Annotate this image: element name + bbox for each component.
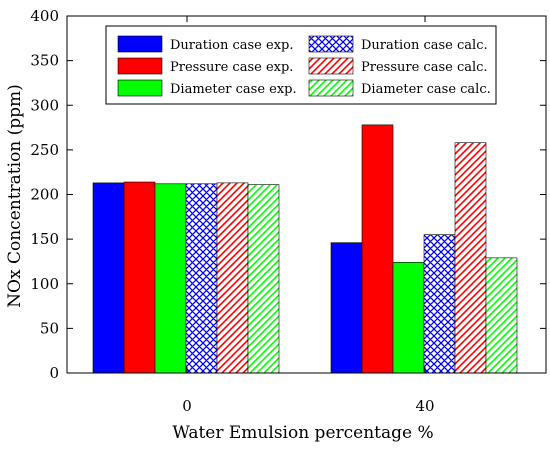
y-tick-label: 400 xyxy=(30,7,59,25)
legend-label: Pressure case calc. xyxy=(361,60,488,75)
legend-label: Pressure case exp. xyxy=(170,60,293,75)
bar xyxy=(454,142,487,374)
y-tick-label: 50 xyxy=(40,319,59,337)
legend-swatch xyxy=(117,35,163,53)
bar xyxy=(247,184,280,374)
y-tick-label: 350 xyxy=(30,52,59,70)
legend-label: Duration case exp. xyxy=(170,38,293,53)
bar xyxy=(423,234,456,374)
legend-label: Diameter case exp. xyxy=(170,82,297,97)
legend-swatch xyxy=(308,79,354,97)
bar xyxy=(216,182,249,374)
y-tick-label: 150 xyxy=(30,230,59,248)
legend-swatch xyxy=(308,35,354,53)
y-tick-label: 0 xyxy=(49,364,59,382)
bar xyxy=(92,182,125,374)
x-tick-label: 0 xyxy=(182,397,192,415)
y-tick-label: 100 xyxy=(30,275,59,293)
bar xyxy=(185,183,218,374)
bar xyxy=(392,262,425,374)
x-axis-ticks: 0 40 xyxy=(182,16,435,415)
y-tick-label: 200 xyxy=(30,186,59,204)
bar xyxy=(123,181,156,374)
x-tick-label: 40 xyxy=(415,397,434,415)
y-tick-label: 250 xyxy=(30,141,59,159)
legend-label: Diameter case calc. xyxy=(361,82,491,97)
legend-box xyxy=(105,25,497,105)
legend-label: Duration case calc. xyxy=(361,38,488,53)
legend-swatch xyxy=(117,57,163,75)
x-axis-title: Water Emulsion percentage % xyxy=(172,423,433,443)
y-axis-title: NOx Concentration (ppm) xyxy=(5,84,25,308)
bar xyxy=(330,242,363,374)
legend-swatch xyxy=(117,79,163,97)
y-axis-ticks: 0 50 100 150 200 250 300 350 400 xyxy=(30,7,546,382)
bar xyxy=(154,183,187,374)
legend: Duration case exp. Pressure case exp. Diam… xyxy=(105,25,497,105)
y-tick-label: 300 xyxy=(30,96,59,114)
bar xyxy=(485,257,518,374)
bar xyxy=(361,124,394,374)
plot-area xyxy=(66,15,547,374)
legend-swatch xyxy=(308,57,354,75)
